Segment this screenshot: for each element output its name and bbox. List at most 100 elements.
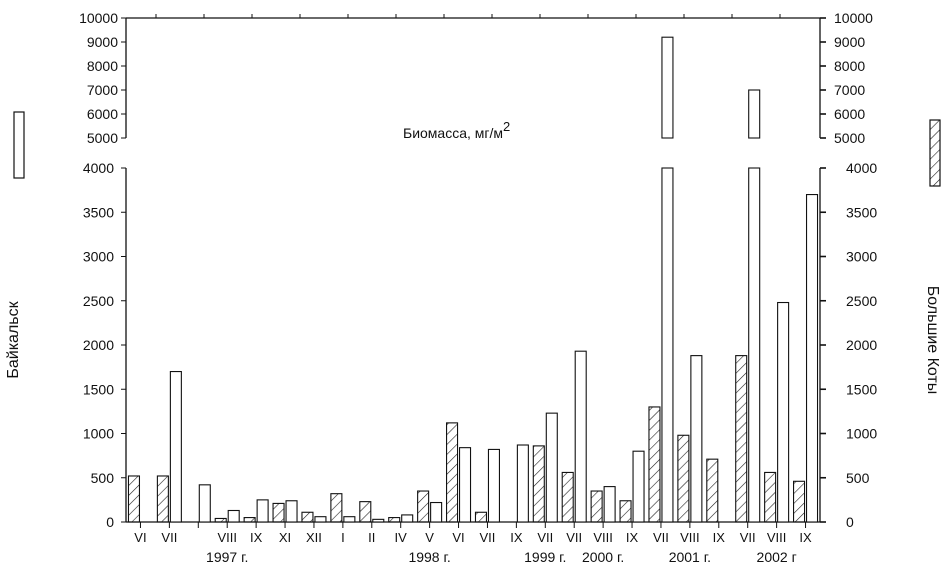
y-tick-label-right-lower: 0 — [846, 514, 854, 530]
y-tick-label-right-lower: 3500 — [846, 204, 877, 220]
x-tick-label: IX — [799, 530, 812, 545]
y-tick-label-right-lower: 1000 — [846, 426, 877, 442]
bar-bolshie-koty — [359, 501, 372, 523]
bar-baikalsk-lower — [661, 167, 674, 523]
y-tick-label-right-upper: 5000 — [834, 130, 865, 146]
bar-bolshie-koty — [388, 517, 401, 523]
y-tick-label-left-upper: 7000 — [87, 82, 118, 98]
y-tick-label-left-upper: 9000 — [87, 34, 118, 50]
x-tick-label: VIII — [593, 530, 613, 545]
bar-baikalsk — [458, 447, 472, 523]
bar-baikalsk — [343, 516, 356, 523]
y-tick-label-left-upper: 5000 — [87, 130, 118, 146]
bar-baikalsk — [487, 448, 500, 523]
bar-bolshie-koty — [272, 502, 285, 523]
y-tick-label-left-lower: 0 — [106, 514, 114, 530]
year-label: 2000 г. — [582, 549, 624, 565]
bar-baikalsk — [777, 301, 790, 523]
bar-baikalsk — [805, 194, 819, 523]
bar-bolshie-koty — [619, 500, 632, 523]
bar-bolshie-koty — [793, 480, 806, 523]
x-tick-label: IX — [250, 530, 263, 545]
bar-baikalsk — [285, 500, 298, 523]
year-label: 1998 г. — [408, 549, 450, 565]
bar-bolshie-koty — [156, 475, 169, 523]
bar-bolshie-koty — [590, 490, 603, 523]
x-tick-label: IX — [626, 530, 639, 545]
y-tick-label-right-upper: 6000 — [834, 106, 865, 122]
legend-swatch-open — [13, 111, 25, 179]
bar-baikalsk — [198, 484, 211, 523]
y-tick-label-right-upper: 9000 — [834, 34, 865, 50]
legend-swatch-hatched — [929, 119, 941, 187]
bar-bolshie-koty — [446, 422, 459, 523]
x-tick-label: VII — [566, 530, 582, 545]
y-tick-label-left-lower: 1000 — [83, 426, 114, 442]
year-label: 1999 г. — [524, 549, 566, 565]
x-tick-label: VI — [452, 530, 464, 545]
annotation-label: Биомасса, мг/м2 — [403, 119, 510, 141]
y-tick-label-right-upper: 8000 — [834, 58, 865, 74]
bar-bolshie-koty — [677, 434, 690, 523]
x-tick-label: VII — [480, 530, 496, 545]
chart-axes — [121, 14, 826, 528]
bar-baikalsk — [227, 509, 240, 523]
bar-bolshie-koty — [301, 511, 314, 523]
x-tick-label: VII — [740, 530, 756, 545]
y-tick-label-right-lower: 4000 — [846, 160, 877, 176]
bar-bolshie-koty — [417, 490, 430, 523]
x-tick-label: VI — [134, 530, 146, 545]
bar-baikalsk-upper — [661, 36, 674, 139]
y-tick-label-left-lower: 1500 — [83, 381, 114, 397]
bar-baikalsk — [401, 514, 414, 523]
bar-baikalsk — [545, 412, 558, 523]
bar-baikalsk — [314, 516, 327, 523]
x-tick-label: VII — [537, 530, 553, 545]
x-tick-label: VIII — [217, 530, 237, 545]
x-tick-label: II — [368, 530, 375, 545]
bar-bolshie-koty — [648, 406, 661, 523]
annotation-text: Биомасса, мг/м — [403, 125, 503, 141]
y-tick-label-left-lower: 500 — [91, 470, 115, 486]
year-label: 2002 г — [757, 549, 797, 565]
bar-bolshie-koty — [127, 475, 141, 523]
bar-bolshie-koty — [214, 517, 227, 523]
bar-bolshie-koty — [532, 445, 545, 523]
bar-bolshie-koty — [474, 511, 488, 523]
bar-baikalsk — [256, 499, 269, 523]
x-tick-label: VII — [161, 530, 177, 545]
bar-baikalsk — [372, 518, 385, 523]
y-tick-label-right-lower: 1500 — [846, 381, 877, 397]
bar-baikalsk — [690, 355, 703, 523]
y-tick-label-left-lower: 2000 — [83, 337, 114, 353]
x-tick-label: XI — [279, 530, 291, 545]
y-tick-label-left-upper: 8000 — [87, 58, 118, 74]
x-tick-label: V — [425, 530, 434, 545]
bar-baikalsk — [430, 501, 443, 523]
y-tick-label-left-lower: 3000 — [83, 249, 114, 265]
bar-baikalsk-lower — [748, 167, 761, 523]
bar-baikalsk — [632, 450, 645, 523]
x-tick-label: VIII — [680, 530, 700, 545]
x-tick-label: IX — [510, 530, 523, 545]
y-tick-label-right-lower: 500 — [846, 470, 870, 486]
annotation-superscript: 2 — [503, 119, 510, 134]
y-tick-label-right-lower: 3000 — [846, 249, 877, 265]
bar-baikalsk — [516, 444, 529, 523]
y-tick-label-right-upper: 10000 — [834, 10, 873, 26]
x-tick-label: VII — [653, 530, 669, 545]
x-tick-label: IV — [395, 530, 408, 545]
y-tick-label-right-lower: 2000 — [846, 337, 877, 353]
bar-bolshie-koty — [330, 493, 343, 523]
bar-baikalsk — [574, 350, 587, 523]
bar-bolshie-koty — [764, 471, 777, 523]
x-tick-label: IX — [713, 530, 726, 545]
bar-bolshie-koty — [706, 458, 719, 523]
bar-baikalsk-upper — [748, 89, 761, 139]
bar-baikalsk — [169, 370, 182, 523]
y-tick-label-right-lower: 2500 — [846, 293, 877, 309]
x-tick-label: VIII — [767, 530, 787, 545]
y-axis-left-label: Байкальск — [5, 300, 22, 378]
bar-bolshie-koty — [561, 471, 574, 523]
